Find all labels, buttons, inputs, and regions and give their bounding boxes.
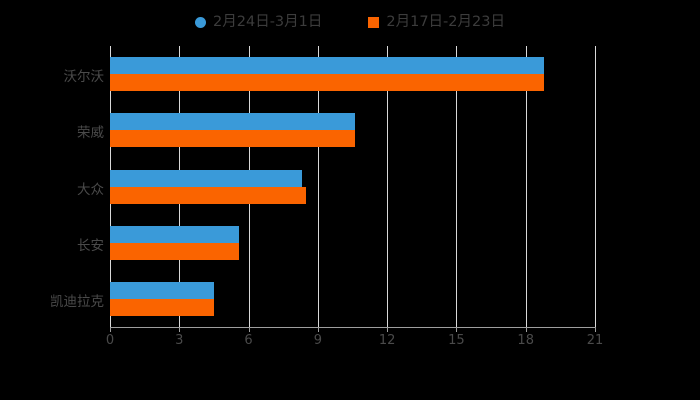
y-axis-label: 长安 (77, 237, 104, 254)
x-axis-tick (110, 327, 111, 332)
bar-0[interactable] (110, 281, 214, 299)
x-axis-tick-label: 9 (313, 333, 322, 348)
chart-plot-area (110, 46, 595, 327)
bar-1[interactable] (110, 74, 545, 92)
bar-1[interactable] (110, 130, 355, 148)
x-axis-tick-label: 18 (517, 333, 534, 348)
bar-group (110, 281, 595, 316)
x-axis-tick (595, 327, 596, 332)
y-axis-label: 大众 (77, 181, 104, 198)
bar-0[interactable] (110, 169, 302, 187)
x-axis-tick (179, 327, 181, 332)
bar-group (110, 57, 595, 92)
x-axis-tick-label: 21 (586, 333, 604, 348)
legend-item-0[interactable]: 2月24日-3月1日 (195, 15, 322, 30)
bar-1[interactable] (110, 298, 214, 316)
bar-group (110, 169, 595, 204)
x-axis-tick (248, 327, 250, 332)
chart-legend: 2月24日-3月1日 2月17日-2月23日 (0, 10, 700, 34)
y-axis-label: 凯迪拉克 (50, 293, 104, 310)
x-axis-tick (525, 327, 527, 332)
y-axis-label: 沃尔沃 (63, 69, 105, 86)
x-axis-tick-label: 12 (378, 333, 396, 348)
bar-0[interactable] (110, 225, 240, 243)
gridline (525, 46, 527, 327)
x-axis-tick-label: 15 (448, 333, 465, 348)
bar-0[interactable] (110, 113, 355, 131)
gridline (456, 46, 458, 327)
bar-1[interactable] (110, 186, 307, 204)
legend-circle-marker-icon (195, 16, 207, 28)
bar-1[interactable] (110, 242, 240, 260)
bar-group (110, 113, 595, 148)
gridline (387, 46, 389, 327)
legend-label-1: 2月17日-2月23日 (386, 13, 505, 30)
x-axis-tick-label: 0 (105, 333, 115, 348)
x-axis-tick-label: 3 (175, 333, 184, 348)
x-axis-line (110, 327, 596, 328)
y-axis-label: 荣威 (77, 125, 104, 142)
x-axis-tick (456, 327, 458, 332)
gridline (317, 46, 319, 327)
bar-0[interactable] (110, 57, 545, 75)
gridline (595, 46, 596, 327)
legend-item-1[interactable]: 2月17日-2月23日 (368, 15, 505, 30)
legend-label-0: 2月24日-3月1日 (213, 13, 323, 30)
legend-square-marker-icon (368, 16, 380, 28)
bar-group (110, 225, 595, 260)
x-axis-tick (387, 327, 389, 332)
x-axis-tick-label: 6 (244, 333, 253, 348)
x-axis-tick (317, 327, 319, 332)
